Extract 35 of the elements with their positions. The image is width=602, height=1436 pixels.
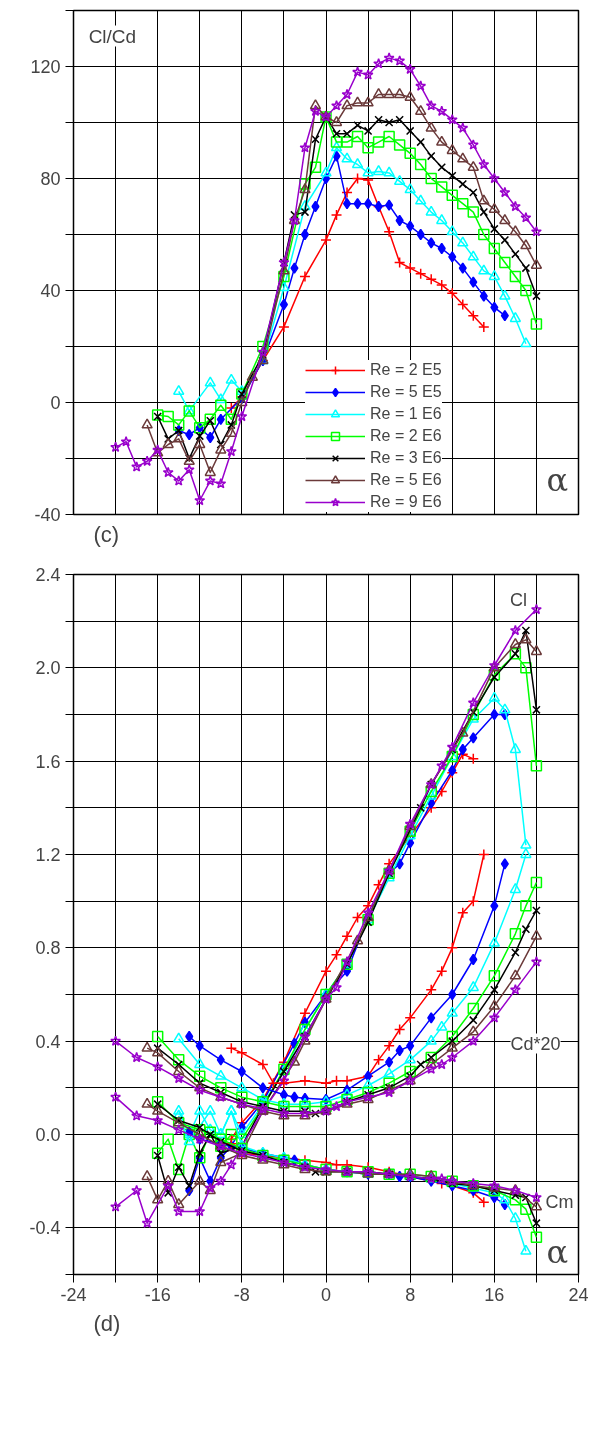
x-tick-label: -8: [233, 1284, 250, 1305]
x-axis-title: α: [546, 1233, 569, 1271]
legend-label: Re = 2 E6: [370, 426, 442, 446]
x-tick-label: 16: [484, 1284, 505, 1305]
y-tick-label: 1.2: [35, 845, 61, 865]
legend-label: Re = 3 E6: [370, 448, 442, 468]
x-axis-title: α: [546, 461, 569, 500]
x-tick-label: 0: [320, 1284, 332, 1305]
text: (c): [93, 521, 120, 547]
y-tick-label: -0.4: [29, 1218, 61, 1239]
y-tick-label: 0.8: [35, 938, 61, 959]
legend-label: Re = 5 E6: [370, 470, 442, 490]
x-tick-label: 24: [568, 1284, 589, 1305]
y-tick-label: 80: [40, 169, 61, 189]
y-tick-label: 2.0: [35, 658, 61, 679]
legend-label: Re = 1 E6: [370, 404, 442, 424]
y-tick-label: 1.6: [35, 751, 61, 772]
y-tick-label: 0.0: [35, 1125, 61, 1145]
y-tick-label: -40: [34, 505, 61, 525]
x-tick-label: 8: [405, 1284, 416, 1305]
legend-label: Re = 2 E5: [370, 360, 442, 380]
x-tick-label: -24: [60, 1284, 87, 1305]
text: (d): [93, 1310, 121, 1336]
annotation: Cl: [510, 590, 528, 611]
y-tick-label: 0: [50, 393, 61, 413]
legend-label: Re = 9 E6: [370, 492, 442, 512]
annotation: Cd*20: [510, 1033, 561, 1054]
annotation: Cm: [545, 1192, 574, 1213]
legend-label: Re = 5 E5: [370, 382, 442, 402]
x-tick-label: -16: [144, 1284, 171, 1305]
y-axis-title: Cl/Cd: [88, 25, 137, 47]
y-tick-label: 0.4: [35, 1031, 61, 1052]
y-tick-label: 2.4: [35, 565, 61, 585]
y-tick-label: 40: [40, 281, 61, 301]
y-tick-label: 120: [30, 57, 61, 77]
